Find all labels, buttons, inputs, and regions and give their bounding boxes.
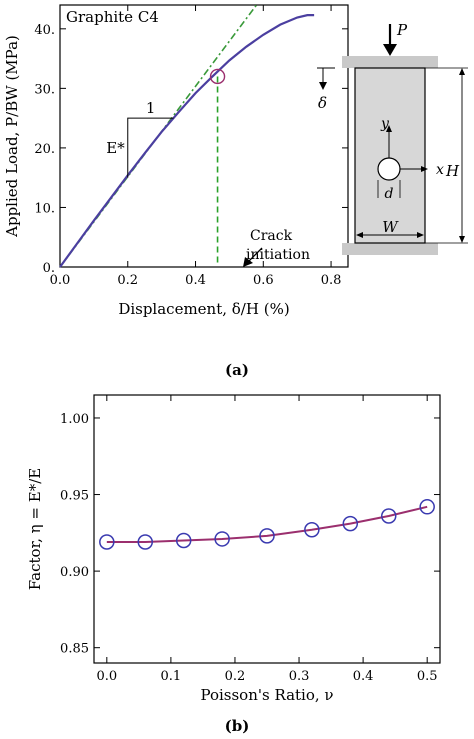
eta-marker xyxy=(380,508,397,524)
eta-marker xyxy=(419,499,435,515)
x-tick-label-b: 0.4 xyxy=(353,669,374,684)
disp-label: δ xyxy=(318,94,327,112)
x-tick-label-b: 0.2 xyxy=(225,669,246,684)
x-tick-label-b: 0.0 xyxy=(96,669,117,684)
x-tick-label-a: 0.4 xyxy=(185,273,206,288)
height-arrow-bottom xyxy=(459,236,465,243)
panel-b-chart: 0.0 0.1 0.2 0.3 0.4 0.5 0.85 0.90 0.95 1.00 Pois… xyxy=(26,394,441,735)
load-label: P xyxy=(396,21,408,39)
load-arrow-head xyxy=(383,44,397,56)
x-axis-arrow-head xyxy=(421,166,428,172)
specimen-block xyxy=(354,67,426,244)
crack-initiation-marker xyxy=(209,68,226,85)
y-axis-arrow-head xyxy=(386,125,392,132)
y-tick-labels-b: 0.85 0.90 0.95 1.00 xyxy=(60,412,89,657)
x-tick-label-b: 0.3 xyxy=(289,669,310,684)
plot-frame-a xyxy=(59,4,349,268)
eta-markers xyxy=(99,499,435,550)
eta-marker xyxy=(137,534,154,550)
bottom-platen xyxy=(342,243,438,255)
y-tick-label-b: 1.00 xyxy=(60,412,89,427)
top-platen xyxy=(342,56,438,68)
linear-fit-line xyxy=(59,4,258,268)
x-axis-label-b: Poisson's Ratio, ν xyxy=(200,686,333,704)
width-label: W xyxy=(382,218,399,236)
hole-diameter-label: d xyxy=(385,186,394,202)
slope-run-label: 1 xyxy=(146,99,156,117)
eta-marker xyxy=(342,515,359,532)
panel-a-chart: 0.0 0.2 0.4 0.6 0.8 0. 10. 20. 30. 40. Graphite … xyxy=(3,4,349,379)
y-tick-label-a: 40. xyxy=(34,23,55,38)
material-annotation: Graphite C4 xyxy=(66,8,159,26)
width-arrow-left xyxy=(356,232,363,238)
y-tick-label-b: 0.90 xyxy=(60,565,89,580)
x-tick-label-a: 0.6 xyxy=(253,273,274,288)
width-arrow-right xyxy=(417,232,424,238)
x-tick-label-a: 0.2 xyxy=(117,273,138,288)
eta-marker xyxy=(214,531,230,547)
load-displacement-curve xyxy=(59,14,315,268)
y-tick-label-a: 10. xyxy=(34,201,55,216)
eta-marker xyxy=(99,534,115,550)
tick-marks-b xyxy=(94,395,440,663)
crack-label-line1: Crack xyxy=(250,228,293,244)
eta-marker xyxy=(175,532,192,549)
height-arrow-top xyxy=(459,68,465,75)
crack-label-line2: initiation xyxy=(246,247,310,263)
slope-triangle xyxy=(127,117,174,178)
x-tick-labels-a: 0.0 0.2 0.4 0.6 0.8 xyxy=(50,273,342,288)
y-axis-label-a: Applied Load, P/BW (MPa) xyxy=(3,35,21,238)
x-tick-labels-b: 0.0 0.1 0.2 0.3 0.4 0.5 xyxy=(96,669,437,684)
specimen-schematic: P δ y x d W H xyxy=(317,21,468,255)
center-hole xyxy=(377,157,401,181)
x-tick-label-b: 0.1 xyxy=(161,669,182,684)
panel-label-a: (a) xyxy=(225,361,249,379)
x-tick-label-b: 0.5 xyxy=(417,669,438,684)
tick-marks-a xyxy=(59,5,348,268)
panel-label-b: (b) xyxy=(225,717,250,735)
x-axis-label-schematic: x xyxy=(436,162,444,178)
y-tick-labels-a: 0. 10. 20. 30. 40. xyxy=(34,23,55,276)
x-tick-label-a: 0.8 xyxy=(321,273,342,288)
eta-marker xyxy=(259,528,275,544)
y-tick-label-a: 0. xyxy=(43,261,55,276)
x-axis-label-a: Displacement, δ/H (%) xyxy=(118,300,289,318)
eta-marker xyxy=(304,522,320,538)
eta-curve xyxy=(106,505,428,544)
height-label: H xyxy=(445,162,460,180)
disp-arrow-head xyxy=(319,82,327,90)
y-tick-label-b: 0.85 xyxy=(60,642,89,657)
y-tick-label-a: 30. xyxy=(34,82,55,97)
plot-frame-b xyxy=(93,394,441,664)
y-tick-label-b: 0.95 xyxy=(60,489,89,504)
y-tick-label-a: 20. xyxy=(34,142,55,157)
slope-rise-label: E* xyxy=(106,139,125,157)
crack-arrow-head xyxy=(243,257,253,267)
x-tick-label-a: 0.0 xyxy=(50,273,71,288)
y-axis-label-b: Factor, η = E*/E xyxy=(26,468,44,590)
y-axis-label-schematic: y xyxy=(380,116,390,132)
